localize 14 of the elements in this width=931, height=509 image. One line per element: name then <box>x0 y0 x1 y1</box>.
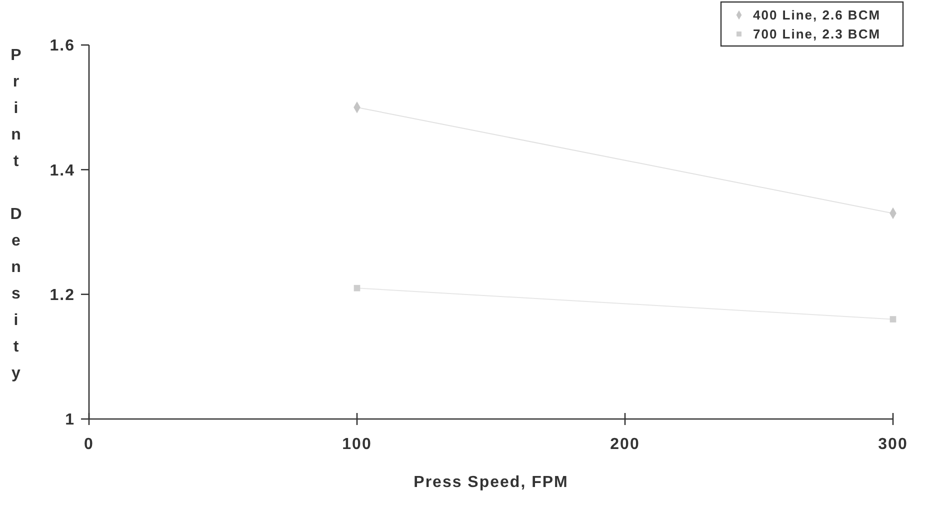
x-tick-label: 300 <box>878 436 908 453</box>
legend-label: 400 Line, 2.6 BCM <box>753 8 881 23</box>
y-tick-label: 1.2 <box>50 286 75 304</box>
legend-label: 700 Line, 2.3 BCM <box>753 26 881 42</box>
text: Print Density <box>10 47 22 382</box>
x-axis-title: Press Speed, FPM <box>414 474 568 491</box>
point <box>354 284 360 292</box>
x-tick-label: 0 <box>84 436 94 453</box>
y-tick-label: 1 <box>65 412 75 429</box>
point <box>890 316 896 322</box>
y-tick-label: 1.4 <box>50 162 75 180</box>
y-tick-label: 1.6 <box>50 38 75 55</box>
x-tick-label: 200 <box>610 436 640 453</box>
x-tick-label: 100 <box>342 436 372 453</box>
